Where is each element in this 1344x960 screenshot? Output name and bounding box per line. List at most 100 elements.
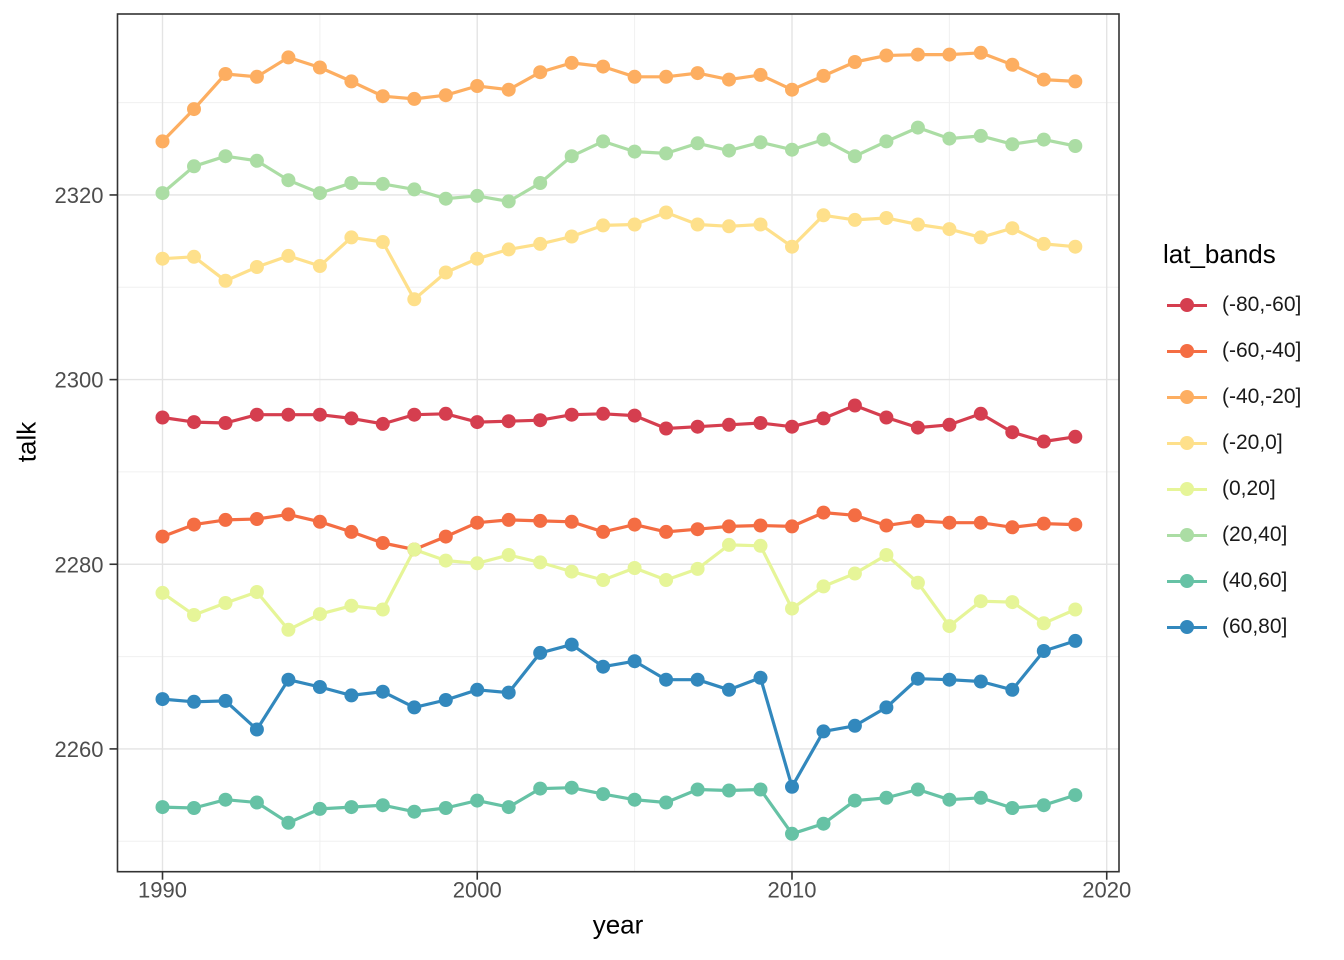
legend-label: (-40,-20] (1222, 385, 1302, 408)
data-point (627, 517, 642, 532)
data-point (438, 529, 453, 544)
legend-label: (60,80] (1222, 615, 1288, 638)
data-point (910, 217, 925, 232)
data-point (155, 410, 170, 425)
data-point (785, 826, 799, 841)
data-point (1068, 517, 1083, 532)
data-point (627, 561, 642, 575)
data-point (942, 515, 957, 530)
data-point (218, 693, 233, 708)
data-point (1005, 595, 1020, 610)
data-point (533, 513, 548, 528)
data-point (1068, 633, 1083, 648)
data-point (596, 787, 611, 802)
legend-key-dot (1180, 620, 1194, 634)
legend-key-dot (1180, 528, 1194, 542)
data-point (249, 512, 264, 526)
data-point (533, 555, 548, 570)
data-point (1068, 429, 1083, 444)
data-point (785, 519, 799, 534)
series-lines (161, 51, 1076, 836)
data-point (973, 45, 988, 60)
data-point (155, 800, 170, 815)
data-point (722, 519, 736, 534)
data-point (564, 149, 579, 164)
data-point (785, 779, 799, 794)
data-point (564, 514, 579, 529)
data-point (501, 82, 516, 97)
legend-label: (0,20] (1222, 477, 1276, 500)
panel-border (116, 13, 1120, 873)
data-point (1005, 137, 1020, 152)
data-point (312, 514, 327, 529)
data-point (627, 408, 642, 423)
legend-key-icon (1167, 294, 1207, 316)
data-point (312, 60, 327, 75)
data-point (1068, 239, 1083, 254)
data-point (847, 718, 862, 733)
data-point (722, 682, 736, 697)
data-point (596, 218, 611, 233)
data-point (187, 694, 201, 709)
data-point (407, 91, 422, 106)
data-point (879, 548, 894, 562)
data-point (564, 637, 579, 652)
data-point (847, 793, 862, 808)
data-point (1036, 616, 1051, 631)
series-points (155, 45, 1083, 841)
data-point (155, 529, 170, 544)
legend-entry-(60,80]: (60,80] (1163, 604, 1301, 650)
data-point (470, 188, 485, 203)
data-point (155, 186, 170, 201)
axis-ticks (109, 194, 1108, 880)
data-point (312, 186, 327, 201)
data-point (218, 149, 233, 164)
data-point (533, 65, 548, 80)
data-point (690, 136, 705, 151)
data-point (281, 622, 296, 637)
data-point (627, 792, 642, 807)
data-point (155, 585, 170, 600)
data-point (470, 682, 485, 697)
data-point (847, 55, 862, 69)
data-point (281, 50, 296, 65)
data-point (1068, 139, 1083, 153)
x-tick-label: 2020 (1082, 878, 1131, 903)
data-point (785, 82, 799, 97)
data-point (249, 69, 264, 84)
data-point (344, 598, 359, 613)
series-points-(20,40] (155, 120, 1083, 209)
x-tick-label: 2010 (768, 878, 817, 903)
data-point (816, 579, 831, 594)
data-point (722, 219, 736, 234)
data-point (438, 191, 453, 206)
data-point (375, 89, 390, 104)
data-point (1005, 682, 1020, 697)
x-axis-title: year (592, 909, 644, 940)
data-point (312, 801, 327, 816)
legend-key-dot (1180, 574, 1194, 588)
data-point (659, 69, 674, 84)
data-point (847, 149, 862, 164)
legend-entries: (-80,-60] (-60,-40] (-40,-20] (-20,0] (0,20]… (1163, 282, 1301, 650)
data-point (564, 229, 579, 244)
data-point (659, 672, 674, 687)
data-point (407, 542, 422, 557)
data-point (973, 515, 988, 530)
data-point (1068, 602, 1083, 617)
series-line-(20,40] (161, 125, 1076, 203)
legend-label: (40,60] (1222, 569, 1288, 592)
legend-key-dot (1180, 482, 1194, 496)
series-line-(-80,-60] (162, 403, 1076, 444)
data-point (344, 74, 359, 89)
data-point (438, 693, 453, 707)
legend-key-dot (1180, 390, 1194, 404)
data-point (690, 217, 705, 232)
series-points-(-20,0] (155, 205, 1083, 307)
legend-label: (-80,-60] (1222, 293, 1302, 316)
data-point (501, 548, 516, 562)
series-line-(-20,0] (162, 210, 1076, 301)
data-point (1036, 72, 1051, 87)
data-point (879, 790, 894, 805)
data-point (438, 88, 453, 103)
